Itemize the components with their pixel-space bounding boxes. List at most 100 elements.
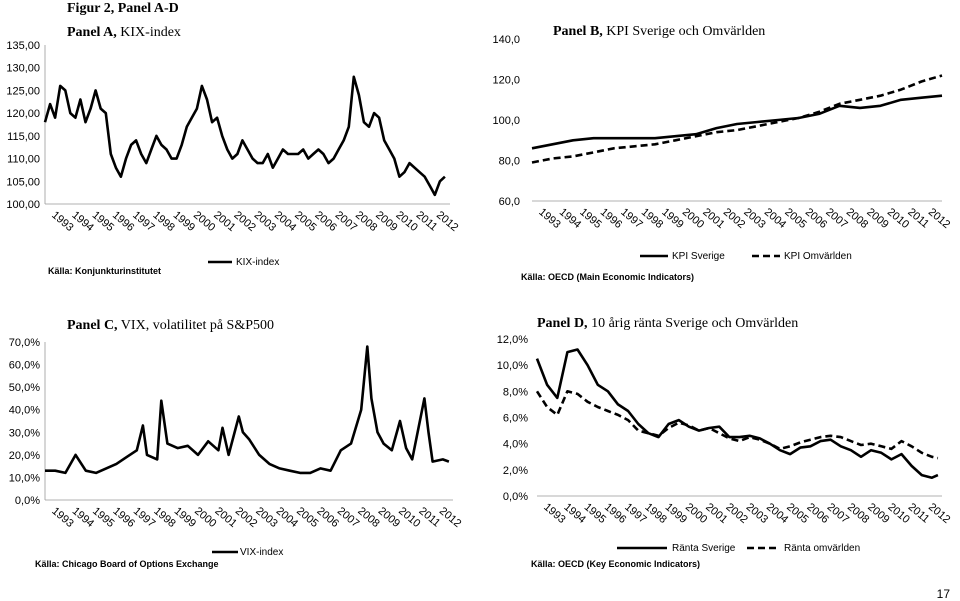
panel-title-rest: VIX, volatilitet på S&P500 (118, 318, 274, 333)
x-tick-label: 2012 (926, 206, 952, 231)
y-tick-label: 10,0% (9, 472, 40, 484)
x-tick-label: 1999 (659, 206, 685, 231)
x-tick-label: 1993 (49, 209, 75, 234)
x-tick-label: 2003 (253, 505, 279, 530)
y-tick-label: 8,0% (503, 386, 528, 398)
x-tick-label: 1993 (49, 505, 75, 530)
x-tick-label: 2012 (926, 501, 952, 526)
x-tick-label: 2000 (191, 209, 217, 234)
source-note: Källa: OECD (Key Economic Indicators) (531, 559, 700, 569)
x-tick-label: 1998 (150, 209, 176, 234)
x-tick-label: 2004 (274, 505, 300, 530)
panel-title-bold: Panel A, (67, 25, 117, 40)
panel-title-rest: 10 årig ränta Sverige och Omvärlden (588, 316, 799, 331)
x-tick-label: 2004 (272, 209, 298, 234)
x-tick-label: 1998 (639, 206, 665, 231)
panel-title-rest: KPI Sverige och Omvärlden (603, 24, 766, 39)
x-tick-label: 2002 (231, 209, 257, 234)
y-tick-label: 6,0% (503, 413, 528, 425)
x-tick-label: 2008 (353, 209, 379, 234)
y-tick-label: 70,0% (9, 337, 40, 349)
x-tick-label: 2006 (312, 209, 338, 234)
x-tick-label: 2006 (804, 501, 830, 526)
y-tick-label: 100,0 (492, 115, 520, 127)
y-tick-label: 60,0% (9, 360, 40, 372)
page-number: 17 (937, 587, 951, 601)
x-tick-label: 2011 (414, 209, 440, 233)
x-tick-label: 2010 (885, 206, 911, 231)
y-tick-label: 30,0% (9, 427, 40, 439)
y-tick-label: 50,0% (9, 382, 40, 394)
y-tick-label: 4,0% (503, 439, 528, 451)
y-tick-label: 60,0 (499, 196, 520, 208)
panel-d: Panel D, 10 årig ränta Sverige och Omvär… (497, 316, 953, 569)
legend-label: Ränta omvärlden (784, 543, 860, 554)
y-tick-label: 40,0% (9, 405, 40, 417)
x-tick-label: 2009 (373, 209, 399, 234)
series-line-r-nta-omv-rlden (535, 389, 939, 460)
y-tick-label: 12,0% (497, 334, 528, 346)
x-tick-label: 2002 (723, 501, 749, 526)
legend-label: KIX-index (236, 257, 279, 268)
x-tick-label: 2007 (823, 206, 849, 231)
x-tick-label: 1999 (172, 505, 198, 530)
x-tick-label: 2009 (865, 501, 891, 526)
x-tick-label: 1995 (90, 209, 116, 234)
panel-title: Panel A, KIX-index (67, 25, 181, 40)
x-tick-label: 2003 (744, 501, 770, 526)
legend-label: KPI Sverige (672, 251, 725, 262)
x-tick-label: 1995 (577, 206, 603, 231)
x-tick-label: 2012 (434, 209, 460, 234)
x-tick-label: 1994 (557, 206, 583, 231)
y-tick-label: 120,0 (492, 75, 520, 87)
x-tick-label: 1996 (602, 501, 628, 526)
series-line-kix-index (43, 75, 446, 197)
x-tick-label: 2000 (680, 206, 706, 231)
y-tick-label: 105,00 (6, 176, 40, 188)
series-line-kpi-sverige (531, 94, 943, 150)
x-tick-label: 1999 (663, 501, 689, 526)
panel-title-bold: Panel B, (553, 24, 603, 39)
panel-a: Panel A, KIX-index 100,00 105,00 110,00 115,… (6, 25, 460, 276)
x-tick-label: 1998 (642, 501, 668, 526)
source-note: Källa: Konjunkturinstitutet (48, 266, 161, 276)
x-tick-label: 1995 (582, 501, 608, 526)
x-tick-label: 2010 (393, 209, 419, 234)
x-tick-label: 2012 (437, 505, 463, 530)
source-note: Källa: OECD (Main Economic Indicators) (521, 272, 694, 282)
panel-title-bold: Panel D, (537, 316, 588, 331)
x-tick-label: 2005 (782, 206, 808, 231)
panel-title: Panel D, 10 årig ränta Sverige och Omvär… (537, 316, 798, 331)
x-tick-label: 2000 (683, 501, 709, 526)
x-tick-label: 1994 (69, 209, 95, 234)
x-tick-label: 2001 (212, 505, 238, 530)
x-tick-label: 2001 (703, 501, 729, 526)
figure-title: Figur 2, Panel A-D (67, 1, 179, 16)
panel-title-bold: Panel C, (67, 318, 118, 333)
x-tick-label: 1995 (90, 505, 116, 530)
y-tick-label: 2,0% (503, 465, 528, 477)
series-line-vix-index (45, 345, 450, 475)
x-tick-label: 2002 (233, 505, 259, 530)
x-tick-label: 1997 (130, 209, 156, 234)
y-tick-label: 130,00 (6, 63, 40, 75)
x-tick-label: 1996 (110, 209, 136, 234)
x-tick-label: 2004 (762, 206, 788, 231)
x-tick-label: 2006 (314, 505, 340, 530)
panel-title: Panel B, KPI Sverige och Omvärlden (553, 24, 765, 39)
x-tick-label: 1993 (536, 206, 562, 231)
y-tick-label: 0,0% (15, 495, 40, 507)
x-tick-label: 2009 (376, 505, 402, 530)
y-tick-label: 115,00 (7, 131, 40, 143)
panel-title: Panel C, VIX, volatilitet på S&P500 (67, 318, 274, 333)
x-tick-label: 1997 (618, 206, 644, 231)
x-tick-label: 2005 (294, 505, 320, 530)
legend-label: KPI Omvärlden (784, 251, 852, 262)
x-tick-label: 1996 (598, 206, 624, 231)
x-tick-label: 1996 (110, 505, 136, 530)
x-tick-label: 2007 (335, 505, 361, 530)
x-tick-label: 2000 (192, 505, 218, 530)
x-tick-label: 2005 (784, 501, 810, 526)
x-tick-label: 2011 (416, 505, 442, 529)
